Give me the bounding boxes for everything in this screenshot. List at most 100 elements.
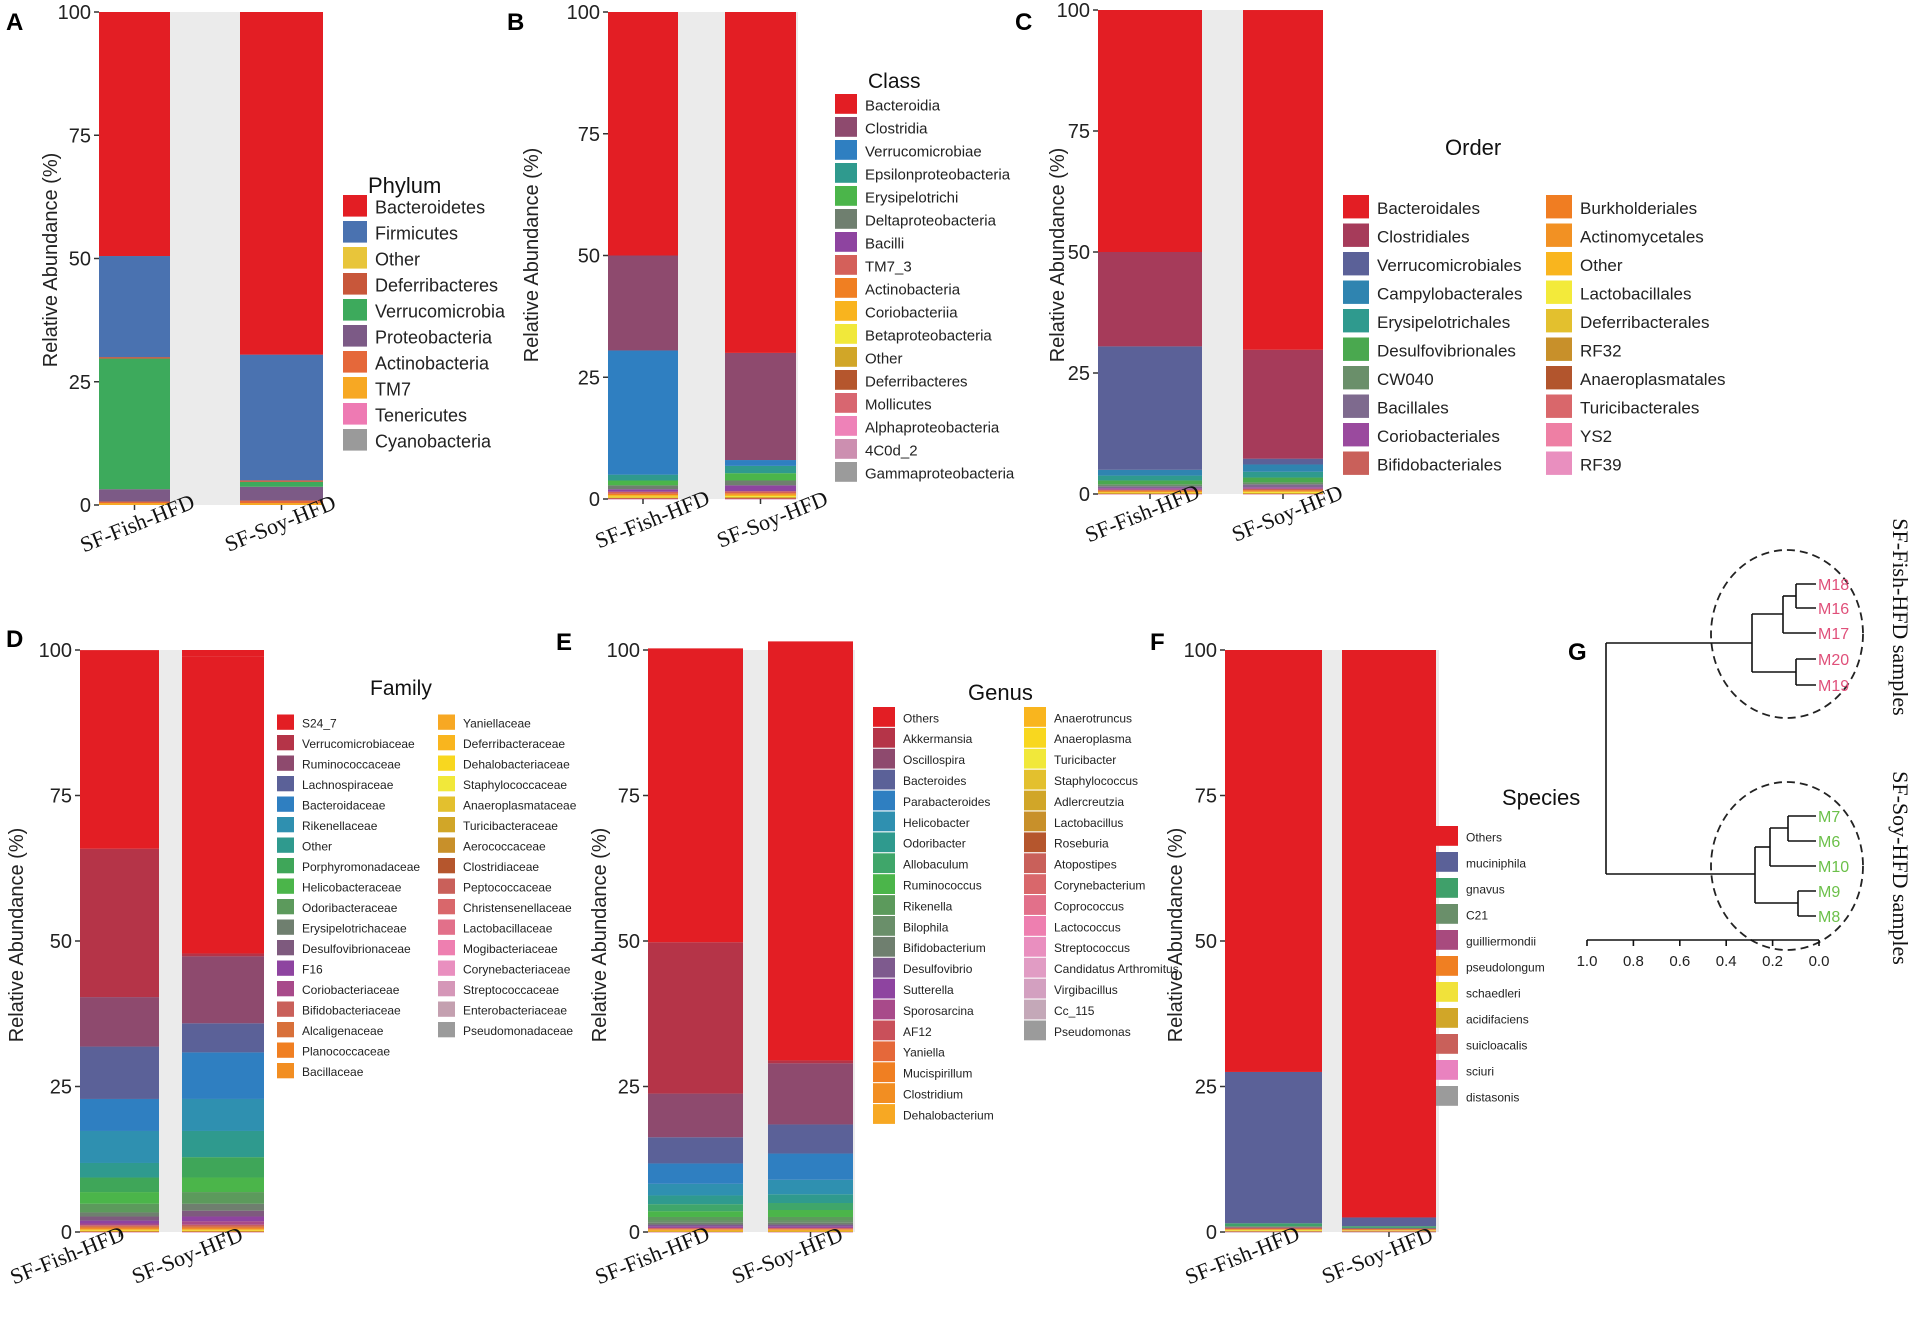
bar-segment-actinobacteria: [608, 493, 678, 496]
legend-swatch: [873, 978, 895, 999]
bar-segment-bacteroidia: [608, 12, 678, 256]
y-tick-label: 25: [69, 372, 91, 394]
bar-segment-allobaculum: [648, 1204, 743, 1212]
bar-segment-other: [608, 497, 678, 499]
bar-segment-erysipelotrichi: [608, 480, 678, 486]
bar-segment-deferribacteraceae: [182, 1229, 264, 1231]
legend-label: Erysipelotrichi: [865, 189, 958, 206]
y-tick-label: 75: [1195, 786, 1217, 808]
bar-segment-verrucomicrobiae: [725, 460, 796, 466]
panel-letter: E: [556, 629, 572, 656]
legend-label: Mucispirillum: [903, 1067, 972, 1081]
bar-segment-cw040: [1098, 484, 1202, 487]
legend-swatch: [343, 247, 367, 269]
bar-segment-remainder: [1243, 10, 1323, 11]
legend-swatch: [438, 858, 455, 874]
legend-swatch: [438, 735, 455, 751]
bar-segment-erysipelotrichaceae: [182, 1203, 264, 1211]
bar-segment-bilophila: [648, 1220, 743, 1223]
bar-segment-others: [1342, 650, 1436, 1218]
legend-label: Bifidobacteriales: [1377, 456, 1502, 475]
legend-label: Bacilli: [865, 235, 904, 252]
legend-swatch: [1436, 1086, 1458, 1106]
legend-label: Bacillales: [1377, 399, 1449, 418]
bar-segment-planococcaceae: [182, 1227, 264, 1229]
legend-swatch: [873, 1020, 895, 1041]
legend-swatch: [1546, 280, 1572, 304]
legend-title: Family: [370, 677, 432, 700]
bar-segment-clostridium: [768, 1229, 853, 1231]
legend-swatch: [873, 874, 895, 894]
bar-segment-verrucomicrobiae: [608, 350, 678, 475]
bar-segment-others: [648, 648, 743, 943]
legend-label: Oscillospira: [903, 753, 965, 767]
legend-label: Bacteroidia: [865, 97, 941, 114]
legend-swatch: [277, 714, 294, 730]
legend-label: guilliermondii: [1466, 934, 1536, 948]
legend-swatch: [1546, 195, 1572, 219]
bar-segment-bacteroidetes: [99, 12, 170, 257]
legend-swatch: [277, 1001, 294, 1017]
bar-segment-other: [725, 497, 796, 499]
bar-segment-epsilonproteobacteria: [725, 465, 796, 474]
dendrogram-leaf-label: M18: [1818, 577, 1849, 594]
legend-swatch: [1546, 223, 1572, 247]
bar-segment-firmicutes: [99, 256, 170, 358]
bar-segment-anaeroplasma: [768, 1230, 853, 1232]
bar-segment-actinobacteria: [725, 493, 796, 495]
y-tick-label: 100: [58, 2, 91, 24]
y-tick-label: 25: [50, 1077, 72, 1099]
y-tick-label: 25: [1068, 363, 1090, 385]
legend-swatch: [1343, 451, 1369, 475]
bar-segment-rikenella: [648, 1216, 743, 1221]
legend-label: Helicobacter: [903, 816, 970, 830]
legend-swatch: [438, 960, 455, 976]
legend-label: Betaproteobacteria: [865, 327, 992, 344]
bar-segment-ruminococcaceae: [182, 956, 264, 1024]
legend-swatch: [1343, 309, 1369, 333]
bar-segment-yaniellaceae: [182, 1229, 264, 1230]
y-tick-label: 25: [618, 1077, 640, 1099]
bar-segment-tm7: [240, 503, 323, 505]
y-tick-label: 100: [607, 640, 640, 662]
bar-segment-porphyromonadaceae: [182, 1157, 264, 1178]
legend-swatch: [835, 255, 857, 275]
bar-segment-af12: [768, 1228, 853, 1229]
legend-label: Corynebacteriaceae: [463, 962, 571, 976]
legend-label: Bacteroides: [903, 774, 966, 788]
bar-segment-deferribacterales: [1098, 493, 1202, 494]
bar-segment-deferribacteres: [608, 498, 678, 499]
soy-cluster-circle: [1710, 781, 1864, 951]
bar-segment-guilliermondii: [1342, 1228, 1436, 1230]
bar-segment-sciuri: [1225, 1231, 1322, 1233]
legend-label: Other: [865, 350, 903, 367]
bar-segment-lactobacillales: [1098, 492, 1202, 494]
bar-segment-lachnospiraceae: [80, 1046, 159, 1099]
y-tick-label: 0: [629, 1222, 640, 1244]
legend-swatch: [1436, 826, 1458, 846]
legend-swatch: [277, 735, 294, 751]
legend-swatch: [1024, 957, 1046, 978]
bar-segment-others: [768, 641, 853, 1061]
legend-swatch: [343, 273, 367, 295]
bar-segment-coriobacteriaceae: [80, 1223, 159, 1226]
legend-label: Burkholderiales: [1580, 199, 1697, 218]
legend-label: suicloacalis: [1466, 1038, 1527, 1052]
legend-label: Yaniellaceae: [463, 716, 531, 730]
dendrogram-leaf-label: M6: [1818, 834, 1840, 851]
y-tick-label: 0: [80, 495, 91, 517]
legend-swatch: [1343, 366, 1369, 390]
bar-segment-alcaligenaceae: [182, 1226, 264, 1228]
legend-swatch: [1436, 852, 1458, 872]
legend-label: Ruminococcus: [903, 879, 982, 893]
legend-title: Class: [868, 70, 921, 93]
bar-segment-deferribacteres: [99, 357, 170, 359]
bar-segment-anaerotruncus: [768, 1230, 853, 1231]
bar-segment-dehalobacteriaceae: [80, 1230, 159, 1231]
bar-segment-suicloacalis: [1225, 1231, 1322, 1232]
legend-label: Bacillaceae: [302, 1065, 364, 1079]
legend-label: Verrucomicrobiae: [865, 143, 982, 160]
legend-swatch: [873, 727, 895, 748]
bar-segment-ruminococcus: [768, 1210, 853, 1217]
